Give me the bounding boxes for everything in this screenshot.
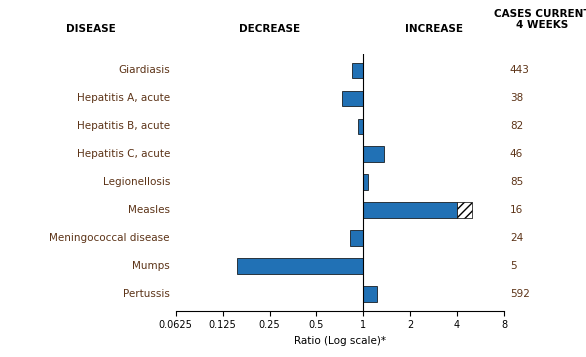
X-axis label: Ratio (Log scale)*: Ratio (Log scale)* (294, 336, 386, 346)
Text: 85: 85 (510, 177, 523, 187)
Text: 82: 82 (510, 121, 523, 131)
Text: DISEASE: DISEASE (66, 24, 115, 34)
Bar (352, 62, 363, 78)
Text: 16: 16 (510, 205, 523, 215)
Bar (457, 202, 472, 218)
Text: Meningococcal disease: Meningococcal disease (49, 233, 170, 243)
Text: INCREASE: INCREASE (405, 24, 462, 34)
Bar (237, 258, 363, 273)
Bar (363, 286, 377, 302)
Text: 46: 46 (510, 149, 523, 159)
Text: Measles: Measles (128, 205, 170, 215)
Text: Hepatitis C, acute: Hepatitis C, acute (77, 149, 170, 159)
Text: 443: 443 (510, 65, 530, 75)
Bar (359, 119, 363, 134)
Bar (363, 146, 384, 162)
Text: CASES CURRENT
4 WEEKS: CASES CURRENT 4 WEEKS (494, 9, 586, 30)
Text: Hepatitis A, acute: Hepatitis A, acute (77, 93, 170, 103)
Text: Hepatitis B, acute: Hepatitis B, acute (77, 121, 170, 131)
Bar (350, 230, 363, 246)
Text: 592: 592 (510, 289, 530, 299)
Text: DECREASE: DECREASE (239, 24, 300, 34)
Text: Mumps: Mumps (132, 261, 170, 271)
Text: Pertussis: Pertussis (123, 289, 170, 299)
Text: 38: 38 (510, 93, 523, 103)
Text: 5: 5 (510, 261, 516, 271)
Text: Giardiasis: Giardiasis (118, 65, 170, 75)
Text: Legionellosis: Legionellosis (103, 177, 170, 187)
Text: 24: 24 (510, 233, 523, 243)
Bar (342, 91, 363, 106)
Bar (363, 174, 368, 190)
Bar (363, 202, 457, 218)
